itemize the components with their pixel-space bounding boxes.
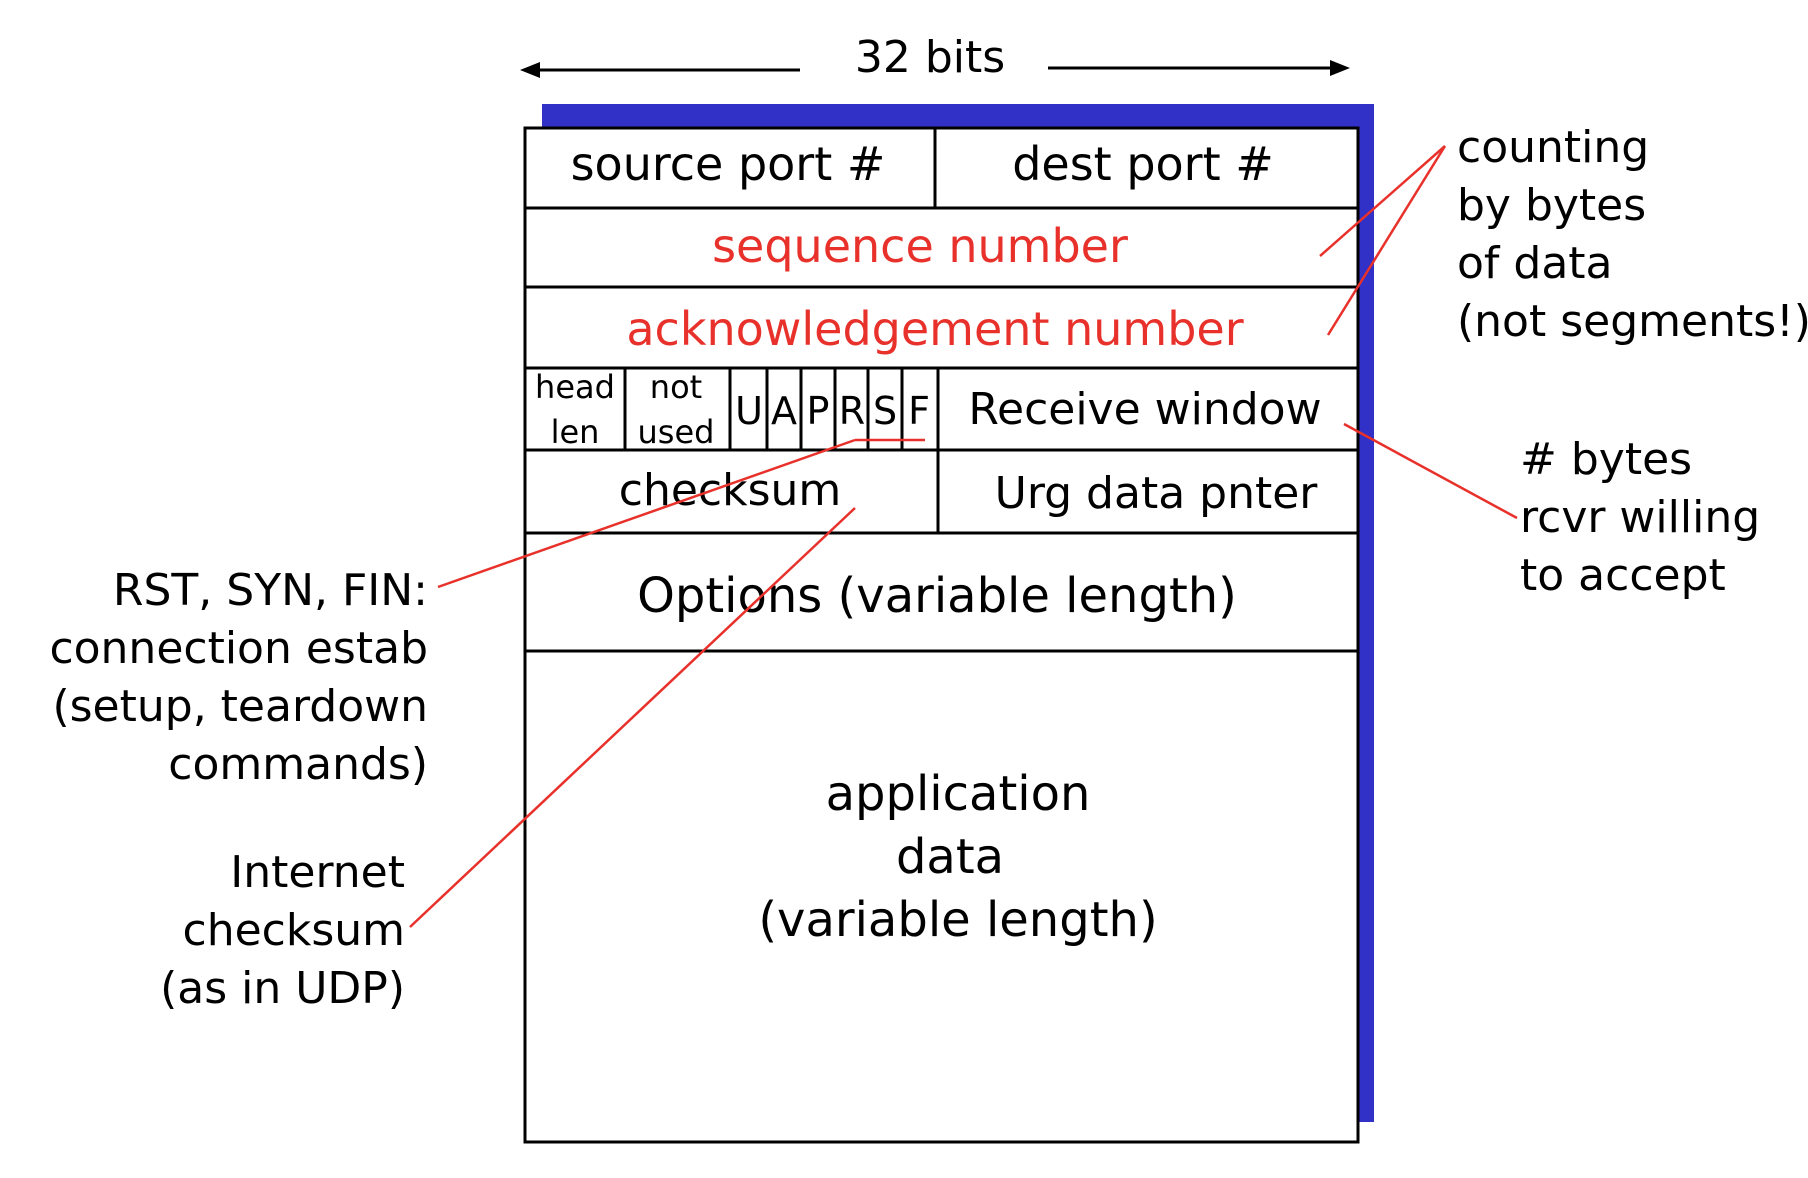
flag-s: S <box>873 389 897 433</box>
width-indicator: 32 bits <box>520 32 1350 83</box>
flag-a: A <box>771 389 797 433</box>
options-field: Options (variable length) <box>637 568 1237 624</box>
app-data-line-1: application <box>826 766 1091 822</box>
annotation-rcvr: # bytes rcvr willing to accept <box>1520 434 1760 601</box>
annotation-counting: counting by bytes of data (not segments!… <box>1457 122 1808 347</box>
connector-window <box>1343 422 1518 520</box>
annotation-flags: RST, SYN, FIN: connection estab (setup, … <box>49 565 428 790</box>
counting-line-1: counting <box>1457 122 1649 173</box>
checksum-note-line-1: Internet <box>230 847 405 898</box>
head-len-line-1: head <box>535 368 615 406</box>
segment-outline <box>523 126 1360 1144</box>
counting-line-2: by bytes <box>1457 180 1646 231</box>
urg-pointer-field: Urg data pnter <box>995 468 1319 519</box>
connector-flags <box>437 438 856 589</box>
counting-line-3: of data <box>1457 238 1613 289</box>
flag-p: P <box>807 389 830 433</box>
head-len-line-2: len <box>551 413 600 451</box>
app-data-line-2: data <box>896 829 1004 885</box>
segment-box: source port # dest port # sequence numbe… <box>523 126 1360 1144</box>
sequence-number-field: sequence number <box>712 219 1128 273</box>
checksum-field: checksum <box>619 465 842 516</box>
flags-note-line-1: RST, SYN, FIN: <box>113 565 428 616</box>
connector-checksum <box>409 507 856 928</box>
flags-note-line-4: commands) <box>168 739 428 790</box>
width-label: 32 bits <box>855 32 1005 83</box>
flag-r: R <box>839 389 865 433</box>
source-port-field: source port # <box>571 137 886 191</box>
ack-number-field: acknowledgement number <box>626 302 1243 356</box>
left-arrow-head-icon <box>520 62 540 78</box>
flag-u: U <box>735 389 763 433</box>
flags-note-line-3: (setup, teardown <box>52 681 428 732</box>
rcvr-line-1: # bytes <box>1520 434 1692 485</box>
connector-ack <box>1326 145 1447 336</box>
checksum-note-line-3: (as in UDP) <box>160 963 405 1014</box>
annotation-connectors <box>409 145 1518 928</box>
flag-f: F <box>908 389 930 433</box>
flags-note-line-2: connection estab <box>49 623 428 674</box>
checksum-note-line-2: checksum <box>183 905 406 956</box>
receive-window-field: Receive window <box>968 384 1321 435</box>
rcvr-line-3: to accept <box>1520 550 1726 601</box>
dest-port-field: dest port # <box>1012 137 1274 191</box>
not-used-line-2: used <box>638 413 715 451</box>
app-data-line-3: (variable length) <box>758 892 1157 948</box>
counting-line-4: (not segments!) <box>1457 296 1808 347</box>
not-used-line-1: not <box>650 368 702 406</box>
connector-seq <box>1319 145 1446 257</box>
rcvr-line-2: rcvr willing <box>1520 492 1760 543</box>
annotation-checksum: Internet checksum (as in UDP) <box>160 847 405 1014</box>
right-arrow-head-icon <box>1330 60 1350 76</box>
